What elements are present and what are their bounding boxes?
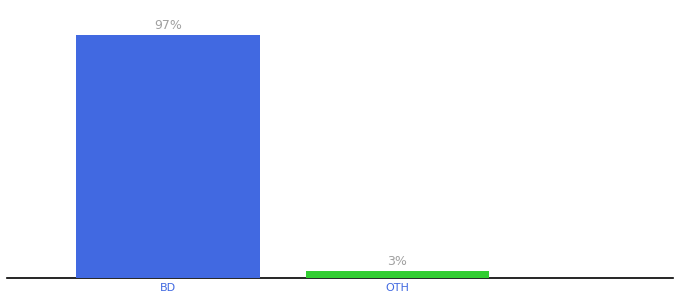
Bar	[305, 271, 490, 278]
Text: 3%: 3%	[388, 255, 407, 268]
Text: 97%: 97%	[154, 19, 182, 32]
Bar	[76, 34, 260, 278]
